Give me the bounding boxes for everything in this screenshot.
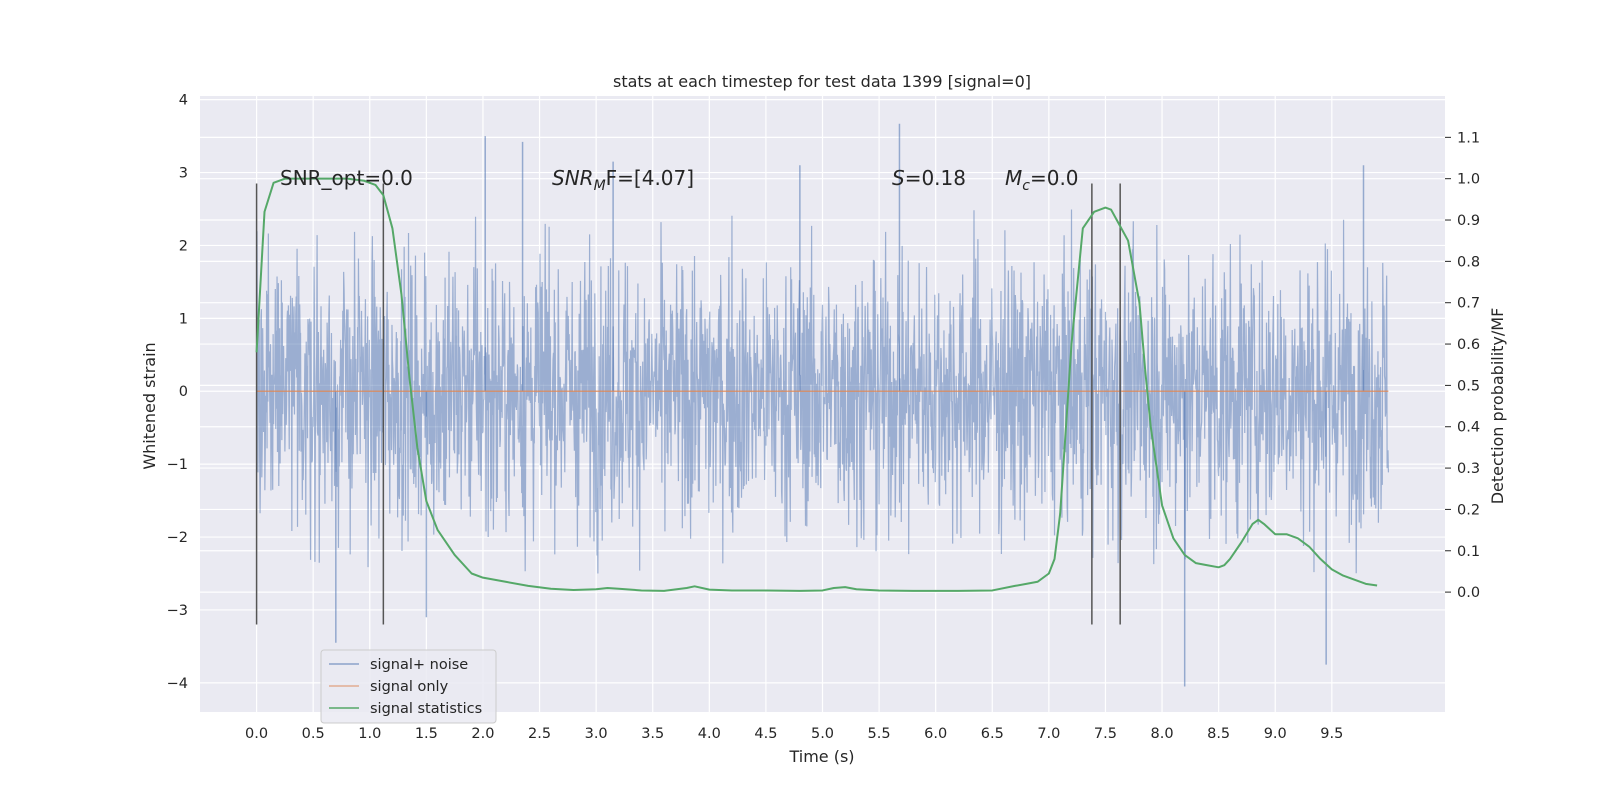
y2-tick-label: 0.3 — [1457, 461, 1480, 477]
legend-label-signal-only: signal only — [370, 679, 449, 695]
x-tick-label: 7.5 — [1094, 726, 1117, 742]
y2-tick-label: 1.0 — [1457, 172, 1480, 188]
y-tick-label: −4 — [167, 676, 188, 692]
x-tick-label: 7.0 — [1037, 726, 1060, 742]
annotation-s: S=0.18 — [892, 166, 966, 190]
y2-axis-label: Detection probability/MF — [1488, 308, 1507, 505]
y-tick-label: −1 — [167, 457, 188, 473]
annotation-snr-mf-sub: M — [594, 178, 606, 194]
x-tick-label: 3.0 — [585, 726, 608, 742]
x-tick-label: 9.5 — [1320, 726, 1343, 742]
series-signal-plus-noise — [255, 123, 1390, 687]
y-axis-ticks: 4 3 2 1 0 −1 −2 −3 −4 — [167, 93, 188, 692]
y2-tick-label: 0.9 — [1457, 213, 1480, 229]
x-tick-label: 2.5 — [528, 726, 551, 742]
x-tick-label: 5.5 — [868, 726, 891, 742]
y2-tick-label: 0.6 — [1457, 337, 1480, 353]
x-tick-label: 5.0 — [811, 726, 834, 742]
chart-title: stats at each timestep for test data 139… — [613, 72, 1031, 91]
x-tick-label: 6.5 — [981, 726, 1004, 742]
x-tick-label: 4.0 — [698, 726, 721, 742]
y2-tick-label: 0.4 — [1457, 420, 1480, 436]
series-signal-statistics — [255, 177, 1378, 592]
x-axis-label: Time (s) — [788, 747, 854, 766]
annotation-snr-mf-main: SNR — [552, 166, 594, 190]
y-tick-label: 4 — [179, 93, 188, 109]
annotation-mc-var: M — [1005, 166, 1022, 190]
annotation-snr-opt: SNR_opt=0.0 — [280, 166, 413, 190]
x-tick-label: 1.5 — [415, 726, 438, 742]
y2-axis-ticks: 1.1 1.0 0.9 0.8 0.7 0.6 0.5 0.4 0.3 0.2 0.1 0.0 — [1445, 130, 1480, 601]
x-tick-label: 2.0 — [471, 726, 494, 742]
annotation-mc: Mc=0.0 — [1005, 166, 1079, 194]
y-tick-label: 3 — [179, 166, 188, 182]
y-tick-label: 1 — [179, 311, 188, 327]
annotation-snr-mf: SNRMF=[4.07] — [552, 166, 694, 194]
legend: signal+ noise signal only signal statist… — [320, 649, 497, 724]
annotation-mc-value: =0.0 — [1030, 166, 1079, 190]
legend-box — [320, 649, 497, 724]
noise-trace — [255, 209, 1390, 574]
annotation-s-var: S — [892, 166, 905, 190]
x-tick-label: 0.5 — [302, 726, 325, 742]
y2-tick-label: 0.5 — [1457, 378, 1480, 394]
y2-tick-label: 1.1 — [1457, 130, 1480, 146]
annotation-s-value: =0.18 — [905, 166, 966, 190]
legend-label-signal-plus-noise: signal+ noise — [370, 657, 468, 673]
x-tick-label: 1.0 — [358, 726, 381, 742]
y-tick-label: −2 — [167, 530, 188, 546]
x-tick-label: 0.0 — [245, 726, 268, 742]
y2-tick-label: 0.1 — [1457, 544, 1480, 560]
signal-statistics-line — [255, 177, 1378, 592]
y2-tick-label: 0.8 — [1457, 254, 1480, 270]
x-tick-label: 6.0 — [924, 726, 947, 742]
y2-tick-label: 0.2 — [1457, 502, 1480, 518]
x-tick-label: 8.0 — [1151, 726, 1174, 742]
annotation-snr-mf-rest: F=[4.07] — [606, 166, 694, 190]
legend-label-signal-statistics: signal statistics — [370, 701, 482, 717]
x-tick-label: 3.5 — [641, 726, 664, 742]
y-tick-label: 0 — [179, 384, 188, 400]
y-tick-label: 2 — [179, 238, 188, 254]
annotation-mc-sub: c — [1022, 178, 1030, 194]
x-tick-label: 8.5 — [1207, 726, 1230, 742]
y-tick-label: −3 — [167, 603, 188, 619]
y2-tick-label: 0.7 — [1457, 296, 1480, 312]
x-tick-label: 4.5 — [754, 726, 777, 742]
x-tick-label: 9.0 — [1264, 726, 1287, 742]
y-axis-label: Whitened strain — [140, 342, 159, 469]
y2-tick-label: 0.0 — [1457, 585, 1480, 601]
x-axis-ticks: 0.0 0.5 1.0 1.5 2.0 2.5 3.0 3.5 4.0 4.5 5.0 5.5 6.0 6… — [245, 726, 1343, 742]
vertical-markers — [255, 183, 1121, 625]
